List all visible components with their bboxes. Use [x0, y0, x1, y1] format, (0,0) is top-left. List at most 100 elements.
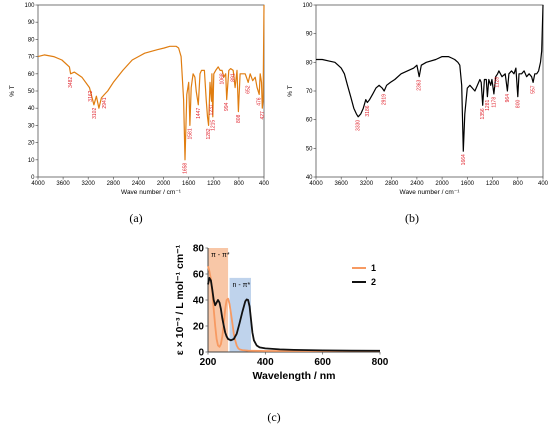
x-tick-label: 400	[259, 181, 270, 187]
panel-c: π - π* n - π* 200 400 600 800 0 20 40 60 80 Wavelen…	[174, 244, 389, 425]
x-tick-label: 3600	[56, 181, 70, 187]
y-tick-label: 70	[306, 89, 313, 95]
peak-label: 3162	[88, 90, 94, 101]
y-axis-label: % T	[287, 85, 294, 96]
panel-caption: (b)	[405, 211, 419, 225]
y-tick-label: 40	[306, 175, 313, 181]
x-tick-label: 2400	[132, 181, 146, 187]
y-tick-label: 50	[28, 89, 35, 95]
x-tick-label: 2000	[435, 181, 449, 187]
x-tick-label: 1200	[207, 181, 221, 187]
peak-label: 3186	[365, 105, 371, 116]
x-tick-label: 4000	[31, 181, 45, 187]
peak-label: 3102	[92, 108, 98, 119]
x-tick-label: 200	[200, 357, 217, 368]
panel-caption: (c)	[267, 410, 280, 424]
x-tick-label: 2800	[385, 181, 399, 187]
legend-label-1: 1	[371, 263, 376, 273]
y-tick-label: 100	[24, 3, 35, 9]
peak-label: 800	[515, 100, 521, 109]
peak-label: 1581	[187, 128, 193, 139]
y-tick-label: 60	[28, 72, 35, 78]
x-tick-label: 1200	[486, 181, 500, 187]
series-line-1	[316, 4, 544, 152]
peak-label: 1281	[485, 100, 491, 111]
x-tick-label: 800	[372, 357, 389, 368]
peak-label: 891	[231, 73, 237, 82]
y-tick-label: 0	[198, 348, 204, 359]
peak-label: 994	[224, 102, 230, 111]
x-tick-label: 1600	[182, 181, 196, 187]
y-tick-label: 90	[306, 32, 313, 38]
y-tick-label: 80	[193, 244, 205, 255]
peak-label: 1658	[183, 163, 189, 174]
x-axis-label: Wavelength / nm	[252, 370, 335, 382]
peak-label: 476	[257, 97, 263, 106]
plot-frame	[37, 4, 265, 178]
legend-label-2: 2	[371, 277, 376, 287]
peak-label: 1282	[206, 128, 212, 139]
y-tick-label: 40	[193, 296, 205, 307]
peak-label: 3482	[68, 77, 74, 88]
band-label-2: n - π*	[233, 282, 251, 289]
peak-label: 1356	[480, 108, 486, 119]
peak-label: 2919	[382, 94, 388, 105]
y-tick-label: 80	[28, 37, 35, 43]
y-tick-label: 20	[28, 141, 35, 147]
x-tick-label: 3200	[82, 181, 96, 187]
y-tick-label: 70	[28, 55, 35, 61]
band-2	[229, 277, 251, 352]
peak-label: 557	[531, 85, 537, 94]
peak-label: 3330	[356, 120, 362, 131]
x-tick-label: 2000	[157, 181, 171, 187]
y-tick-label: 10	[28, 158, 35, 164]
y-tick-label: 50	[306, 146, 313, 152]
y-tick-label: 20	[193, 322, 205, 333]
peak-label: 427	[260, 111, 266, 120]
y-tick-label: 60	[193, 270, 205, 281]
y-tick-label: 90	[28, 20, 35, 26]
peak-label: 1215	[210, 120, 216, 131]
y-tick-label: 60	[306, 118, 313, 124]
panel-b: 4000 3600 3200 2800 2400 2000 1600 1200 800 400 40…	[287, 3, 549, 225]
peak-label: 964	[505, 94, 511, 103]
y-axis-label: % T	[9, 85, 16, 96]
y-tick-label: 40	[28, 106, 35, 112]
x-tick-label: 3200	[360, 181, 374, 187]
y-tick-label: 0	[31, 175, 35, 181]
x-axis-label: Wave number / cm⁻¹	[121, 189, 182, 196]
x-tick-label: 4000	[309, 181, 323, 187]
series-line-1	[207, 265, 380, 352]
peak-label: 1068	[220, 73, 226, 84]
x-tick-label: 800	[234, 181, 245, 187]
peak-label: 1128	[495, 77, 501, 88]
peak-label: 1237	[209, 104, 215, 115]
panel-a: 4000 3600 3200 2800 2400 2000 1600 1200 800 40001…	[9, 3, 270, 225]
x-tick-label: 600	[314, 357, 331, 368]
peak-label: 2363	[417, 79, 423, 90]
band-label-1: π - π*	[211, 252, 230, 259]
peak-label: 652	[246, 85, 252, 94]
x-axis-label: Wave number / cm⁻¹	[400, 189, 461, 196]
peak-label: 2941	[102, 97, 108, 108]
peak-label: 808	[236, 114, 242, 123]
x-tick-label: 3600	[335, 181, 349, 187]
y-tick-label: 80	[306, 60, 313, 66]
x-tick-label: 400	[538, 181, 549, 187]
plot-frame	[315, 4, 544, 178]
x-tick-label: 1600	[461, 181, 475, 187]
y-tick-label: 100	[302, 3, 313, 9]
panel-caption: (a)	[129, 211, 142, 225]
peak-label: 1664	[461, 154, 467, 165]
y-tick-label: 30	[28, 123, 35, 129]
x-tick-label: 2400	[410, 181, 424, 187]
y-axis-label: ε × 10⁻³ / L mol⁻¹ cm⁻¹	[174, 244, 186, 355]
x-tick-label: 2800	[107, 181, 121, 187]
series-line-1	[37, 4, 265, 161]
peak-label: 1447	[196, 108, 202, 119]
x-tick-label: 800	[513, 181, 524, 187]
x-tick-label: 400	[257, 357, 274, 368]
series-line-2	[207, 276, 381, 352]
peak-label: 1178	[491, 97, 497, 108]
